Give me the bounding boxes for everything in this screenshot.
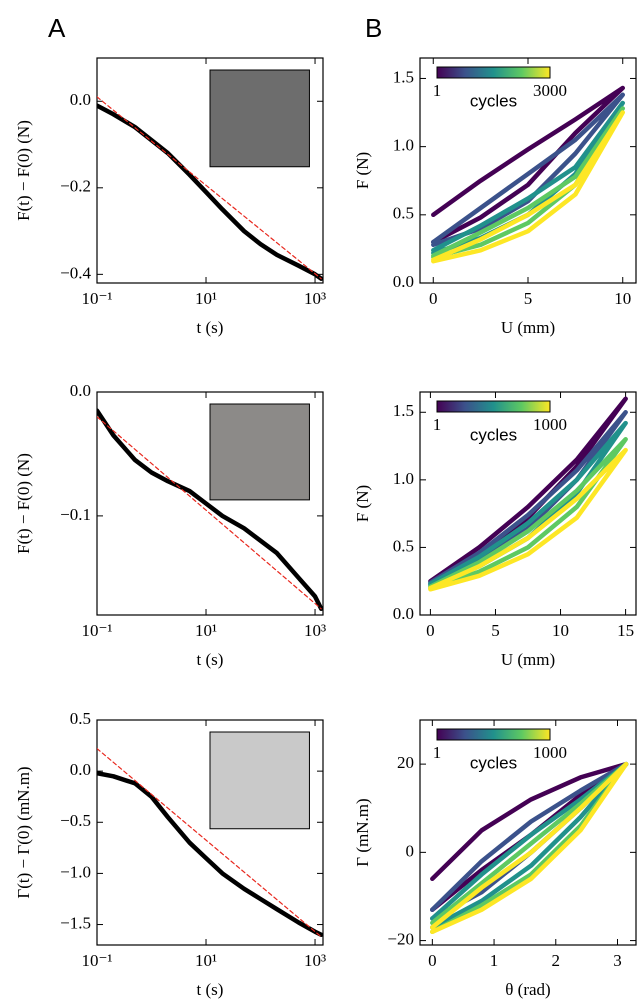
- data-line: [431, 85, 625, 245]
- x-tick-label: 15: [617, 621, 634, 640]
- y-tick-label: 0.5: [393, 204, 414, 223]
- x-tick-label: 10¹: [195, 621, 217, 640]
- y-axis-label: F (N): [353, 152, 372, 189]
- y-tick-label: 0.5: [393, 536, 414, 555]
- y-axis-label: F(t) − F(0) (N): [14, 453, 33, 554]
- data-line: [430, 761, 629, 935]
- y-tick-label: 1.0: [393, 469, 414, 488]
- colorbar: [436, 66, 551, 79]
- y-tick-label: 0.0: [393, 272, 414, 291]
- x-axis-label: U (mm): [501, 650, 555, 669]
- fit-line: [97, 748, 322, 938]
- panel-label: A: [48, 13, 66, 43]
- plot-frame: [96, 391, 324, 616]
- data-line: [431, 92, 625, 248]
- x-tick-label: 10³: [304, 289, 326, 308]
- colorbar-tick-label: 1000: [533, 415, 567, 434]
- y-tick-label: −0.5: [60, 811, 91, 830]
- y-tick-label: 1.5: [393, 67, 414, 86]
- colorbar: [436, 400, 551, 413]
- y-axis-label: Γ(t) − Γ(0) (mN.m): [14, 766, 33, 898]
- x-tick-label: 1: [490, 951, 499, 970]
- colorbar: [436, 728, 551, 741]
- inset-photo: [209, 731, 310, 830]
- data-line: [97, 408, 323, 612]
- y-tick-label: −0.2: [60, 177, 91, 196]
- x-axis-label: θ (rad): [505, 980, 550, 999]
- data-line: [428, 447, 628, 592]
- colorbar-label: cycles: [470, 753, 517, 772]
- y-axis-label: F(t) − F(0) (N): [14, 120, 33, 221]
- x-tick-label: 10⁻¹: [81, 289, 112, 308]
- colorbar-label: cycles: [470, 425, 517, 444]
- y-tick-label: −1.5: [60, 913, 91, 932]
- x-tick-label: 10: [552, 621, 569, 640]
- y-tick-label: 0.0: [393, 604, 414, 623]
- colorbar-tick-label: 3000: [533, 81, 567, 100]
- x-tick-label: 10⁻¹: [81, 951, 112, 970]
- data-line: [431, 110, 625, 264]
- fit-line: [97, 416, 322, 610]
- colorbar-tick-label: 1: [433, 743, 442, 762]
- y-tick-label: 0.0: [70, 760, 91, 779]
- plot-frame: [419, 391, 637, 616]
- fit-line: [97, 96, 322, 280]
- y-tick-label: 20: [397, 753, 414, 772]
- x-tick-label: 10¹: [195, 289, 217, 308]
- x-tick-label: 0: [426, 621, 435, 640]
- x-axis-label: t (s): [197, 650, 224, 669]
- x-tick-label: 10: [614, 289, 631, 308]
- y-tick-label: 0.0: [70, 90, 91, 109]
- y-tick-label: −0.1: [60, 505, 91, 524]
- y-tick-label: 1.5: [393, 401, 414, 420]
- x-tick-label: 10¹: [195, 951, 217, 970]
- panel-label: B: [365, 13, 382, 43]
- inset-photo: [209, 403, 310, 501]
- x-tick-label: 5: [491, 621, 500, 640]
- y-tick-label: 1.0: [393, 136, 414, 155]
- y-tick-label: −20: [387, 929, 414, 948]
- data-line: [97, 770, 323, 938]
- y-axis-label: F (N): [353, 485, 372, 522]
- x-tick-label: 10³: [304, 621, 326, 640]
- x-axis-label: U (mm): [501, 318, 555, 337]
- x-tick-label: 10⁻¹: [81, 621, 112, 640]
- x-tick-label: 10³: [304, 951, 326, 970]
- y-tick-label: 0.5: [70, 709, 91, 728]
- x-tick-label: 0: [428, 951, 437, 970]
- x-axis-label: t (s): [197, 980, 224, 999]
- inset-photo: [209, 69, 310, 168]
- x-axis-label: t (s): [197, 318, 224, 337]
- x-tick-label: 0: [429, 289, 438, 308]
- y-tick-label: −1.0: [60, 862, 91, 881]
- y-tick-label: 0: [406, 841, 415, 860]
- x-tick-label: 3: [613, 951, 622, 970]
- y-axis-label: Γ (mN.m): [353, 798, 372, 866]
- colorbar-tick-label: 1: [433, 415, 442, 434]
- x-tick-label: 2: [552, 951, 561, 970]
- y-tick-label: 0.0: [70, 381, 91, 400]
- colorbar-tick-label: 1: [433, 81, 442, 100]
- plot-frame: [96, 57, 324, 284]
- plot-frame: [419, 719, 637, 946]
- plot-frame: [96, 719, 324, 946]
- x-tick-label: 5: [524, 289, 533, 308]
- y-tick-label: −0.4: [60, 263, 91, 282]
- colorbar-label: cycles: [470, 91, 517, 110]
- data-line: [431, 106, 625, 260]
- data-line: [428, 437, 628, 591]
- colorbar-tick-label: 1000: [533, 743, 567, 762]
